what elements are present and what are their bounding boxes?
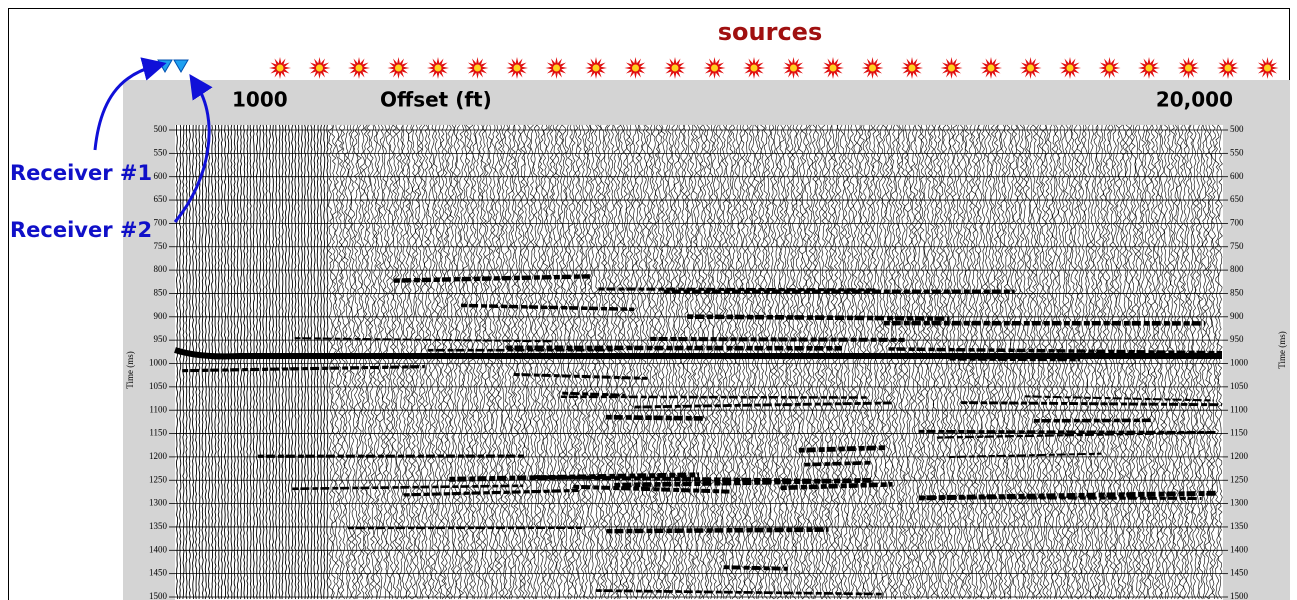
- y-tick-label: 550: [154, 147, 168, 157]
- y-tick-label: 500: [1230, 124, 1244, 134]
- source-core: [1185, 65, 1192, 72]
- source-core: [356, 65, 363, 72]
- y-tick-label: 1400: [1230, 544, 1249, 554]
- y-tick-label: 1150: [149, 428, 167, 438]
- y-tick-label: 1500: [149, 591, 168, 600]
- source-core: [553, 65, 560, 72]
- y-tick-label: 1200: [1230, 451, 1249, 461]
- source-core: [672, 65, 679, 72]
- y-tick-label: 1300: [149, 498, 168, 508]
- source-core: [1264, 65, 1271, 72]
- y-tick-label: 1000: [1230, 358, 1249, 368]
- y-tick-label: 700: [154, 217, 168, 227]
- y-tick-label: 1300: [1230, 498, 1249, 508]
- reflection-event: [606, 417, 707, 418]
- y-tick-label: 500: [154, 124, 168, 134]
- y-tick-label: 800: [154, 264, 168, 274]
- y-tick-label: 750: [1230, 241, 1244, 251]
- reflection-event: [804, 463, 870, 465]
- source-core: [395, 65, 402, 72]
- receiver-label: Receiver #1: [10, 161, 152, 185]
- y-tick-label: 1050: [1230, 381, 1249, 391]
- y-tick-label: 800: [1230, 264, 1244, 274]
- source-core: [1067, 65, 1074, 72]
- y-tick-label: 1350: [1230, 521, 1249, 531]
- y-tick-label: 1450: [149, 568, 168, 578]
- y-tick-label: 700: [1230, 217, 1244, 227]
- source-markers: [269, 57, 1279, 79]
- source-core: [948, 65, 955, 72]
- source-core: [1106, 65, 1113, 72]
- source-core: [1225, 65, 1232, 72]
- source-core: [316, 65, 323, 72]
- y-tick-label: 600: [1230, 171, 1244, 181]
- y-tick-label: 900: [154, 311, 168, 321]
- offset-end: 20,000: [1156, 88, 1233, 112]
- y-tick-label: 650: [1230, 194, 1244, 204]
- y-tick-label: 750: [154, 241, 168, 251]
- y-tick-label: 1500: [1230, 591, 1249, 600]
- time-axis-label: Time (ms): [1277, 331, 1287, 368]
- receiver-marker: [158, 60, 172, 72]
- reflection-event: [562, 393, 625, 395]
- y-tick-label: 1400: [149, 544, 168, 554]
- source-core: [593, 65, 600, 72]
- reflection-event: [799, 448, 885, 451]
- receiver-label: Receiver #2: [10, 218, 152, 242]
- y-tick-label: 850: [1230, 288, 1244, 298]
- y-tick-label: 900: [1230, 311, 1244, 321]
- offset-start: 1000: [232, 88, 288, 112]
- source-core: [474, 65, 481, 72]
- time-axis-label: Time (ms): [125, 351, 135, 388]
- y-tick-label: 950: [1230, 334, 1244, 344]
- y-tick-label: 1100: [149, 404, 167, 414]
- source-core: [711, 65, 718, 72]
- source-core: [632, 65, 639, 72]
- source-core: [435, 65, 442, 72]
- y-tick-label: 600: [154, 171, 168, 181]
- y-tick-label: 1250: [1230, 474, 1249, 484]
- reflection-event: [561, 397, 867, 398]
- y-tick-label: 1150: [1230, 428, 1248, 438]
- y-tick-label: 1450: [1230, 568, 1249, 578]
- source-core: [751, 65, 758, 72]
- receiver-marker: [174, 60, 188, 72]
- y-tick-label: 950: [154, 334, 168, 344]
- source-core: [790, 65, 797, 72]
- source-core: [869, 65, 876, 72]
- reflection-event: [606, 530, 827, 532]
- source-core: [830, 65, 837, 72]
- offset-label: Offset (ft): [380, 88, 492, 112]
- y-tick-label: 1250: [149, 474, 168, 484]
- y-tick-label: 1000: [149, 358, 168, 368]
- reflection-event: [918, 431, 1218, 432]
- y-tick-label: 1050: [149, 381, 168, 391]
- source-core: [909, 65, 916, 72]
- source-core: [277, 65, 284, 72]
- y-tick-label: 650: [154, 194, 168, 204]
- y-tick-label: 1350: [149, 521, 168, 531]
- source-core: [1146, 65, 1153, 72]
- reflection-event: [724, 567, 788, 569]
- source-core: [1027, 65, 1034, 72]
- sources-label: sources: [718, 18, 822, 46]
- y-tick-label: 550: [1230, 147, 1244, 157]
- y-tick-label: 1100: [1230, 404, 1248, 414]
- y-tick-label: 1200: [149, 451, 168, 461]
- source-core: [514, 65, 521, 72]
- source-core: [988, 65, 995, 72]
- y-tick-label: 850: [154, 288, 168, 298]
- figure: 500 500 550 550 600 600 650 650 700 700 750 750 800 8…: [0, 0, 1297, 600]
